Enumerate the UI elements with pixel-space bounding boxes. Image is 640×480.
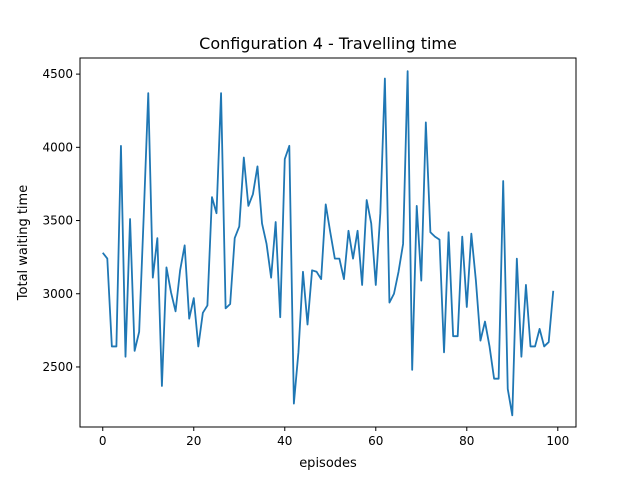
y-axis-label: Total waiting time xyxy=(16,185,31,301)
x-tick-label: 60 xyxy=(368,434,383,448)
x-tick-label: 40 xyxy=(277,434,292,448)
y-tick-label: 3000 xyxy=(42,287,73,301)
x-tick-label: 20 xyxy=(186,434,201,448)
chart-title: Configuration 4 - Travelling time xyxy=(199,34,457,53)
y-tick-label: 4000 xyxy=(42,140,73,154)
plot-frame xyxy=(79,57,577,428)
y-tick-label: 2500 xyxy=(42,360,73,374)
x-tick-label: 0 xyxy=(99,434,107,448)
y-tick-label: 3500 xyxy=(42,214,73,228)
series-line-0 xyxy=(102,70,555,417)
x-axis-label: episodes xyxy=(299,456,357,471)
x-tick-label: 100 xyxy=(546,434,569,448)
x-tick-label: 80 xyxy=(459,434,474,448)
y-tick-label: 4500 xyxy=(42,67,73,81)
